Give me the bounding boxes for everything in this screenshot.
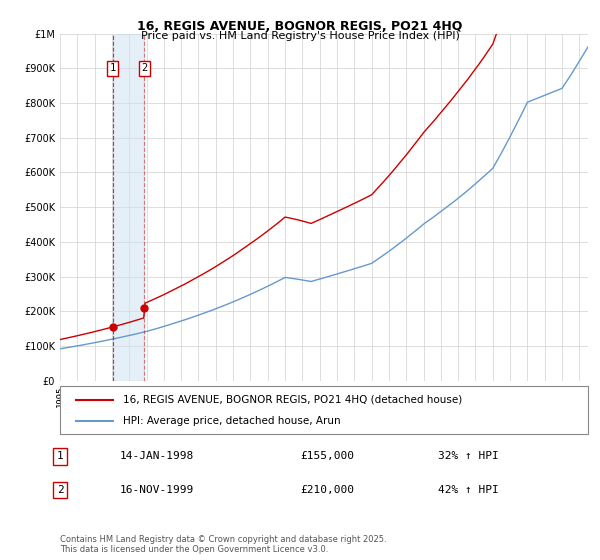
Text: Price paid vs. HM Land Registry's House Price Index (HPI): Price paid vs. HM Land Registry's House … [140,31,460,41]
Text: 14-JAN-1998: 14-JAN-1998 [120,451,194,461]
Text: 42% ↑ HPI: 42% ↑ HPI [438,485,499,495]
Text: £155,000: £155,000 [300,451,354,461]
Text: 16, REGIS AVENUE, BOGNOR REGIS, PO21 4HQ: 16, REGIS AVENUE, BOGNOR REGIS, PO21 4HQ [137,20,463,32]
Text: Contains HM Land Registry data © Crown copyright and database right 2025.
This d: Contains HM Land Registry data © Crown c… [60,535,386,554]
Text: HPI: Average price, detached house, Arun: HPI: Average price, detached house, Arun [124,416,341,426]
Text: 2: 2 [142,63,148,73]
Text: £210,000: £210,000 [300,485,354,495]
Text: 1: 1 [56,451,64,461]
Bar [113,34,145,381]
Text: 2: 2 [56,485,64,495]
FancyBboxPatch shape [60,386,588,434]
Text: 1: 1 [110,63,116,73]
Text: 16-NOV-1999: 16-NOV-1999 [120,485,194,495]
Text: 32% ↑ HPI: 32% ↑ HPI [438,451,499,461]
Text: 16, REGIS AVENUE, BOGNOR REGIS, PO21 4HQ (detached house): 16, REGIS AVENUE, BOGNOR REGIS, PO21 4HQ… [124,395,463,405]
